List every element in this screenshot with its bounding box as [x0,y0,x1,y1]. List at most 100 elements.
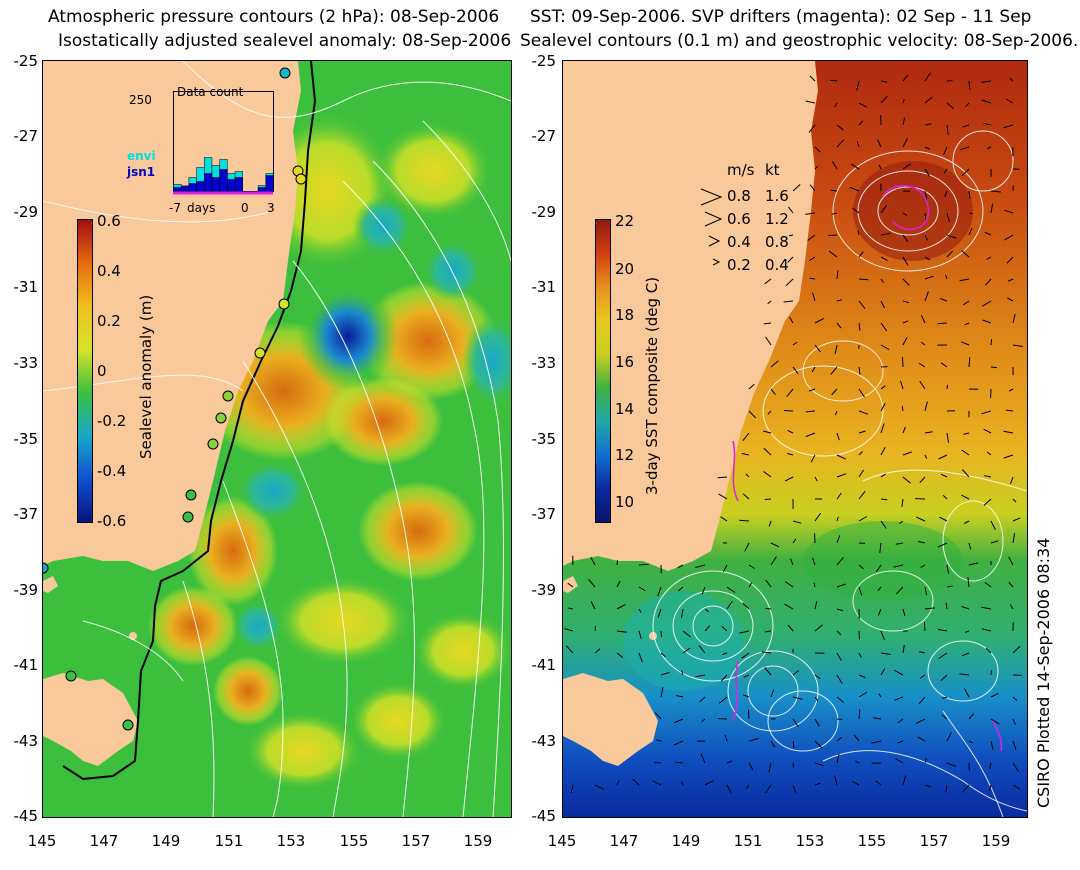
velocity-arrow [946,124,949,135]
velocity-arrow [937,628,948,632]
velocity-arrow [880,278,885,283]
velocity-arrow [915,718,926,724]
sealevel-colorbar [77,219,93,523]
velocity-arrow [836,139,845,148]
velocity-arrow [567,607,574,610]
velocity-arrow [770,360,779,368]
velocity-arrow [789,316,794,324]
velocity-arrow [652,780,662,786]
sst-tick-0: 22 [615,212,635,230]
velocity-arrow [704,780,714,786]
velocity-arrow [770,388,776,395]
velocity-arrow [792,696,803,700]
velocity-arrow [902,212,908,217]
velocity-arrow [902,74,909,82]
velocity-arrow [594,648,601,654]
velocity-arrow [765,607,772,610]
velocity-arrow [638,608,642,614]
velocity-arrow [924,401,928,412]
velocity-arrow [858,652,862,658]
velocity-arrow [830,189,838,192]
velocity-arrow [743,694,750,698]
velocity-arrow [902,278,910,286]
velocity-arrow [722,564,728,572]
velocity-arrow [968,80,971,90]
velocity-arrow [814,476,818,482]
velocity-arrow [858,278,869,281]
sst-colorbar [595,219,611,523]
velocity-arrow [741,453,750,456]
sealevel-tick-3: 0 [97,362,107,380]
velocity-arrow [792,670,800,676]
velocity-arrow [812,557,816,566]
velocity-arrow [880,204,888,214]
histogram-legend-jsn1: jsn1 [127,165,156,179]
plot-credit: CSIRO Plotted 14-Sep-2006 08:34 [1034,537,1053,808]
velocity-arrow [836,454,847,460]
velocity-arrow [660,671,670,676]
velocity-arrow [893,564,904,568]
velocity-arrow [680,608,684,619]
velocity-arrow [918,362,926,368]
right-lon-tick: 145 [547,832,577,850]
velocity-arrow [961,606,970,610]
velocity-arrow [814,317,825,324]
velocity-arrow [792,740,795,748]
velocity-arrow [962,124,970,128]
velocity-arrow [1003,430,1014,434]
velocity-arrow [985,647,992,654]
histogram-bar-jsn1 [173,187,182,192]
velocity-arrow [763,322,772,325]
velocity-arrow [761,651,772,654]
left-lon-tick: 153 [276,832,306,850]
velocity-arrow [899,520,904,524]
velocity-arrow [961,168,970,177]
velocity-arrow [902,451,912,456]
velocity-arrow [880,322,888,332]
velocity-arrow [762,430,772,434]
velocity-arrow [880,403,886,412]
velocity-arrow [805,410,816,413]
velocity-arrow [744,542,750,552]
velocity-arrow [785,278,794,287]
left-lon-tick: 159 [463,832,493,850]
sealevel-tick-2: 0.2 [97,312,121,330]
velocity-arrow [770,556,777,566]
velocity-arrow [968,227,973,236]
velocity-arrow [902,117,906,126]
histogram-bar-jsn1 [265,175,274,192]
velocity-arrow [831,388,838,396]
velocity-arrow [792,184,801,192]
velocity-arrow [564,628,574,632]
velocity-arrow [858,709,861,720]
sealevel-anomaly-map: 0.6 0.4 0.2 0 -0.2 -0.4 -0.6 Sealevel an… [42,60,512,818]
velocity-arrow [638,563,649,566]
velocity-arrow [858,490,866,500]
right-lon-tick: 149 [671,832,701,850]
velocity-arrow [990,540,999,544]
velocity-arrow [939,516,948,522]
velocity-arrow [968,713,975,720]
velocity-arrow [924,96,933,104]
velocity-arrow [836,473,847,478]
velocity-arrow [895,758,904,764]
velocity-arrow [836,652,842,661]
velocity-arrow [858,674,866,678]
right-lon-tick: 155 [857,832,887,850]
left-lat-tick: -27 [13,127,39,145]
velocity-arrow [983,498,992,506]
velocity-arrow [701,718,706,723]
velocity-arrow [809,277,816,280]
velocity-legend-ms-2: 0.4 [727,233,751,251]
right-lon-tick: 153 [795,832,825,850]
velocity-arrow [681,670,684,676]
right-lon-tick: 151 [733,832,763,850]
sst-colorbar-title: 3-day SST composite (deg C) [643,276,661,495]
velocity-arrow [984,231,992,236]
left-lat-tick: -35 [13,430,39,448]
sealevel-tick-5: -0.4 [97,462,127,480]
velocity-arrow [880,652,891,655]
velocity-arrow [724,734,728,742]
right-lon-tick: 159 [981,832,1011,850]
velocity-arrow [717,476,728,479]
